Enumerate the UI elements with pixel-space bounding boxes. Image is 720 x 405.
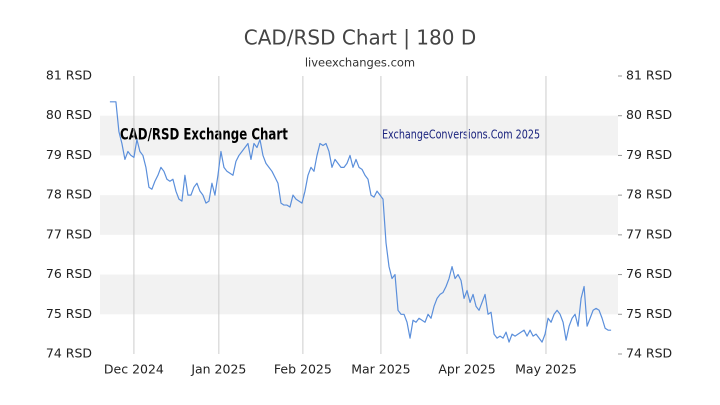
y-tick-label: 80 RSD — [46, 107, 92, 122]
y-tick-label: 79 RSD — [626, 147, 672, 162]
y-tick-label: 74 RSD — [46, 346, 92, 361]
x-tick-label: Feb 2025 — [274, 362, 332, 377]
x-tick-label: Mar 2025 — [351, 362, 410, 377]
watermark: CAD/RSD Exchange Chart — [120, 125, 288, 144]
y-tick-label: 78 RSD — [46, 187, 92, 202]
watermark: ExchangeConversions.Com 2025 — [382, 127, 540, 141]
y-tick-label: 81 RSD — [46, 68, 92, 83]
y-tick-label: 80 RSD — [626, 107, 672, 122]
grid-band — [100, 115, 618, 156]
y-tick-label: 78 RSD — [626, 187, 672, 202]
bands — [100, 115, 618, 315]
x-tick-label: Jan 2025 — [190, 362, 246, 377]
y-tick-label: 77 RSD — [46, 226, 92, 241]
y-tick-label: 79 RSD — [46, 147, 92, 162]
x-tick-label: May 2025 — [515, 362, 577, 377]
grid-band — [100, 195, 618, 235]
chart-subtitle: liveexchanges.com — [305, 56, 415, 70]
line-series — [109, 101, 612, 343]
y-tick-label: 74 RSD — [626, 346, 672, 361]
y-tick-label: 77 RSD — [626, 226, 672, 241]
y-tick-label: 76 RSD — [626, 266, 672, 281]
y-tick-label: 76 RSD — [46, 266, 92, 281]
y-tick-label: 75 RSD — [626, 306, 672, 321]
x-tick-label: Dec 2024 — [104, 362, 164, 377]
x-tick-label: Apr 2025 — [438, 362, 495, 377]
chart-title: CAD/RSD Chart | 180 D — [244, 26, 476, 50]
y-tick-label: 81 RSD — [626, 68, 672, 83]
y-tick-label: 75 RSD — [46, 306, 92, 321]
grid-band — [100, 274, 618, 315]
